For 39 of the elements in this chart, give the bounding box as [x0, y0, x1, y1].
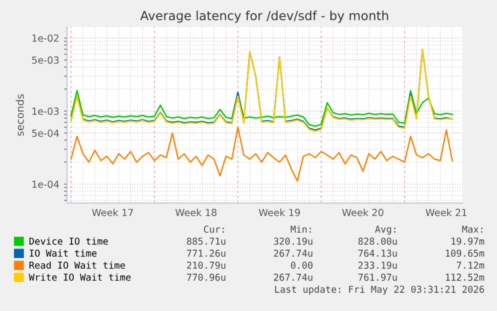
text: 0.00: [290, 262, 312, 269]
x-tick-label: Week 17: [92, 208, 133, 216]
text: 233.19u: [358, 262, 397, 269]
x-tick-label: Week 19: [258, 208, 300, 216]
x-tick-label: Week 18: [175, 208, 217, 216]
legend-label: IO Wait time: [30, 249, 97, 257]
legend-label: Read IO Wait time: [29, 261, 125, 269]
text: 761.97u: [358, 274, 397, 281]
y-axis-title: seconds: [16, 94, 24, 136]
text: Max:: [462, 226, 482, 233]
text: 109.65m: [446, 250, 484, 257]
text: 885.71u: [186, 238, 226, 245]
text: Cur:: [204, 226, 224, 233]
chart-title: Average latency for /dev/sdf - by month: [140, 10, 388, 23]
y-tick-label: 5e-04: [32, 130, 59, 137]
text: 771.26u: [186, 250, 226, 257]
text: 320.19u: [274, 238, 312, 245]
text: 210.79u: [187, 262, 226, 269]
x-tick-label: Week 20: [342, 208, 384, 216]
text: Last update: Fri May 22 03:31:21 2026: [275, 286, 484, 295]
text: Min:: [290, 225, 311, 233]
text: 7.12m: [456, 262, 484, 269]
text: 112.52m: [446, 274, 484, 281]
y-tick-label: 5e-03: [32, 56, 59, 64]
y-tick-label: 1e-03: [32, 108, 59, 115]
x-tick-label: Week 21: [426, 208, 466, 216]
y-tick-label: 1e-04: [32, 180, 59, 188]
legend-label: Device IO time: [29, 237, 108, 245]
line-series: [70, 126, 453, 182]
text: 267.74u: [274, 274, 312, 281]
text: 267.74u: [274, 250, 312, 257]
legend-label: Write IO Wait time: [28, 273, 131, 281]
text: 828.00u: [358, 238, 397, 245]
text: 770.96u: [186, 274, 226, 281]
y-tick-label: 1e-02: [32, 34, 58, 42]
text: 764.13u: [358, 250, 397, 257]
text: Avg:: [375, 226, 396, 235]
text: 19.97m: [452, 238, 484, 245]
line-series: [70, 90, 453, 127]
